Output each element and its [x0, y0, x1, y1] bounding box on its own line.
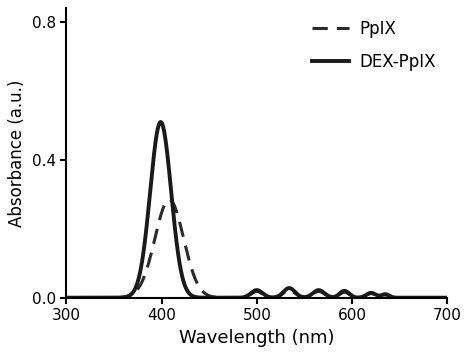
DEX-PpIX — [63, 296, 69, 300]
Line: PpIX: PpIX — [66, 200, 447, 298]
DEX-PpIX — [445, 296, 450, 300]
Legend: PpIX, DEX-PpIX: PpIX, DEX-PpIX — [306, 13, 442, 78]
PpIX — [340, 290, 346, 295]
PpIX — [244, 294, 250, 298]
PpIX — [63, 296, 69, 300]
Y-axis label: Absorbance (a.u.): Absorbance (a.u.) — [8, 79, 26, 227]
DEX-PpIX — [340, 289, 346, 293]
Line: DEX-PpIX: DEX-PpIX — [66, 122, 447, 298]
DEX-PpIX — [244, 294, 250, 298]
X-axis label: Wavelength (nm): Wavelength (nm) — [179, 329, 335, 347]
DEX-PpIX — [227, 296, 232, 300]
PpIX — [445, 296, 450, 300]
PpIX — [414, 296, 420, 300]
PpIX — [166, 197, 172, 202]
PpIX — [224, 295, 229, 300]
DEX-PpIX — [158, 120, 164, 124]
DEX-PpIX — [414, 296, 420, 300]
DEX-PpIX — [224, 296, 229, 300]
DEX-PpIX — [433, 296, 439, 300]
PpIX — [433, 296, 439, 300]
PpIX — [227, 296, 232, 300]
